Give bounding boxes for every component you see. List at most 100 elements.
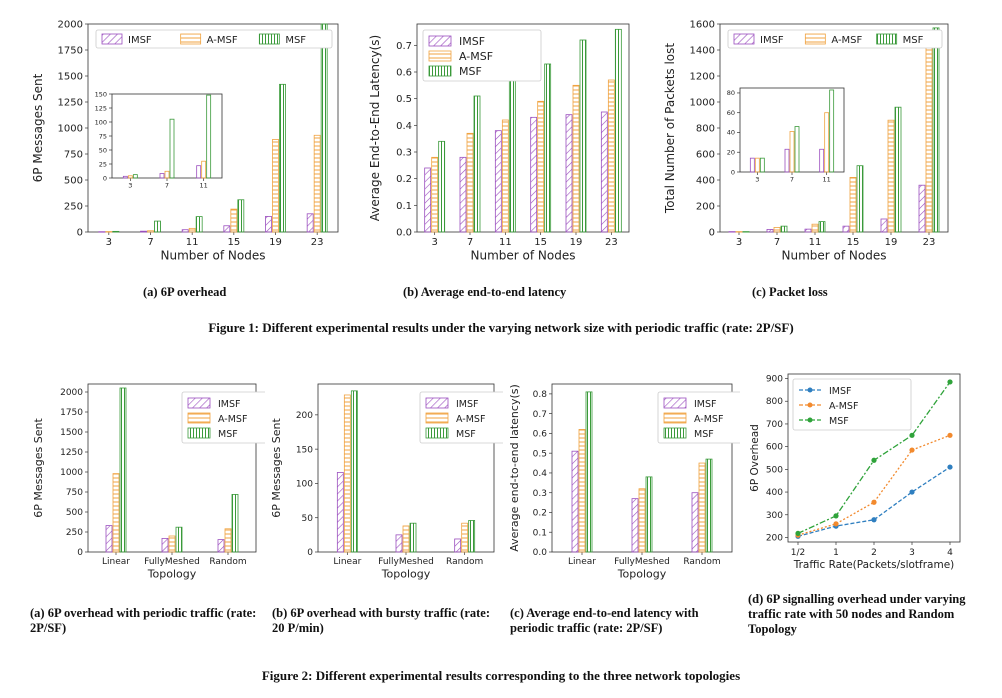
f1c-legend-label-a-msf: A-MSF xyxy=(831,35,862,46)
f1a-bar-a-msf-23 xyxy=(313,134,321,233)
f2d-xtick-label: 2 xyxy=(871,548,877,558)
f1b-xaxis-label: Number of Nodes xyxy=(471,249,576,263)
f2a-bar-imsf-random xyxy=(217,539,225,553)
f1c-bar-imsf-3 xyxy=(728,231,736,233)
f1c-bar-msf-15 xyxy=(856,165,864,233)
f1a-ytick-label: 1750 xyxy=(58,46,83,57)
f2d-xtick-label: 4 xyxy=(947,548,953,558)
f1b-ytick-label: 0.0 xyxy=(396,228,412,239)
f2b-bar-imsf-random xyxy=(454,538,462,553)
f2c-bar-a-msf-linear xyxy=(578,429,586,553)
subcaption-f2a: (a) 6P overhead with periodic traffic (r… xyxy=(30,606,257,635)
f1c-inset-bar-msf-11 xyxy=(829,89,835,173)
f1b-bar-msf-19 xyxy=(579,39,587,233)
f1b-bar-a-msf-3 xyxy=(431,156,439,233)
f1b-xtick-label: 7 xyxy=(467,237,473,248)
f1a-xaxis-label: Number of Nodes xyxy=(161,249,266,263)
f1a-bar-a-msf-11 xyxy=(188,227,196,233)
f1c-bar-msf-19 xyxy=(894,106,902,233)
f1c-xtick-label: 7 xyxy=(774,237,780,248)
f1c-inset-xtick-label: 11 xyxy=(823,176,831,184)
f1a-legend-label-a-msf: A-MSF xyxy=(207,35,238,46)
f2d-yaxis-label: 6P Overhead xyxy=(749,424,761,492)
f1b-plot-frame xyxy=(416,23,630,233)
f2d-xtick-label: 1 xyxy=(833,548,839,558)
f2d-point-msf-4 xyxy=(947,379,953,385)
f1c-xtick-label: 19 xyxy=(885,237,898,248)
subcaption-f2d: (d) 6P signalling overhead under varying… xyxy=(748,592,966,636)
f1a-ytick-label: 0 xyxy=(77,228,83,239)
f1b-bar-a-msf-15 xyxy=(537,100,545,233)
subcaption-f1c: (c) Packet loss xyxy=(752,285,828,299)
f1a-xtick-label: 19 xyxy=(269,237,282,248)
f1c-inset-bar-a-msf-11 xyxy=(824,112,830,173)
f2a-legend-swatch-a-msf xyxy=(187,412,211,424)
f2d-ytick-label: 500 xyxy=(766,465,783,475)
f2c-legend-label-imsf: IMSF xyxy=(694,399,717,410)
f2b-xtick-label: FullyMeshed xyxy=(378,557,434,567)
f1a-inset-ytick-label: 75 xyxy=(99,132,107,140)
f1c-xtick-label: 15 xyxy=(847,237,860,248)
f1b-xtick-label: 11 xyxy=(499,237,512,248)
f2b-legend-swatch-a-msf xyxy=(425,412,449,424)
f2c-bar-imsf-random xyxy=(691,492,699,553)
f2d-ytick-label: 600 xyxy=(766,443,783,453)
f2c-xtick-label: FullyMeshed xyxy=(614,557,670,567)
f1b-bar-a-msf-11 xyxy=(501,119,509,233)
f2c-legend-label-msf: MSF xyxy=(694,429,714,440)
f2d-ytick-label: 200 xyxy=(766,533,783,543)
f1a-inset-xtick-label: 7 xyxy=(165,182,169,190)
f1a-inset-ytick-label: 100 xyxy=(95,118,107,126)
f2b-legend-swatch-imsf xyxy=(425,397,449,409)
f1b-bar-a-msf-7 xyxy=(466,132,474,233)
f2c-ytick-label: 0.8 xyxy=(533,390,548,400)
f2c-bar-msf-fullymeshed xyxy=(645,476,653,553)
f1c-bar-a-msf-15 xyxy=(849,176,857,233)
f1a-inset-ytick-label: 0 xyxy=(103,174,107,182)
f1b-bar-msf-15 xyxy=(544,63,552,233)
f1a-inset-ytick-label: 50 xyxy=(99,146,107,154)
f1c-legend-swatch-imsf xyxy=(733,33,755,45)
f1a-bar-msf-11 xyxy=(195,216,203,233)
f1b-xtick-label: 3 xyxy=(431,237,437,248)
f2a-ytick-label: 1250 xyxy=(60,448,83,458)
f2a-ytick-label: 1500 xyxy=(60,428,83,438)
f1b-bar-a-msf-19 xyxy=(572,84,580,233)
f1c-bar-imsf-23 xyxy=(918,184,926,233)
f1c-bar-a-msf-19 xyxy=(887,119,895,233)
f1a-bar-a-msf-19 xyxy=(272,139,279,233)
chart-f2a: 0 250 500 750 1000 1250 1500 1750 2000 Linear Full… xyxy=(32,383,265,580)
f2a-bar-a-msf-fullymeshed xyxy=(168,535,176,553)
f2c-ytick-label: 0.7 xyxy=(533,410,547,420)
f2d-point-msf-3 xyxy=(909,432,915,438)
f1a-legend-swatch-msf xyxy=(258,33,280,45)
f1a-inset-bar-msf-11 xyxy=(206,94,212,179)
f2a-bar-a-msf-linear xyxy=(112,473,120,553)
f2d-line-imsf xyxy=(797,466,951,537)
f1a-legend-label-msf: MSF xyxy=(285,35,306,46)
f2d-legend-label-a-msf: A-MSF xyxy=(829,401,858,412)
f2c-bar-msf-random xyxy=(705,458,713,553)
f1c-bar-a-msf-7 xyxy=(773,227,781,233)
f1c-legend-label-imsf: IMSF xyxy=(760,35,784,46)
f2a-bar-imsf-fullymeshed xyxy=(161,537,169,553)
f2a-ytick-label: 1750 xyxy=(60,408,83,418)
f1b-bar-a-msf-23 xyxy=(607,79,615,233)
f2d-legend-box xyxy=(792,378,912,431)
f1b-bar-imsf-11 xyxy=(494,130,502,233)
f2a-ytick-label: 250 xyxy=(66,528,83,538)
f2b-yaxis-label: 6P Messages Sent xyxy=(270,418,283,518)
f1c-bar-msf-11 xyxy=(818,221,826,233)
f2b-bar-msf-fullymeshed xyxy=(409,522,417,553)
f1b-bar-msf-11 xyxy=(508,68,516,233)
f1a-ytick-label: 2000 xyxy=(58,20,83,31)
subcaption-f1a: (a) 6P overhead xyxy=(143,285,227,299)
f1a-bar-imsf-19 xyxy=(265,215,272,233)
f1c-bar-msf-7 xyxy=(780,225,788,233)
f2c-ytick-label: 0.2 xyxy=(533,509,547,519)
f1a-ytick-label: 1000 xyxy=(58,124,83,135)
f1a-ytick-label: 500 xyxy=(64,176,83,187)
subcaption-f2c: (c) Average end-to-end latency with peri… xyxy=(510,606,699,635)
f2d-point-msf-2 xyxy=(871,457,877,463)
